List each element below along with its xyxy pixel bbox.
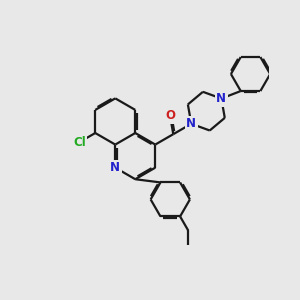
Text: N: N (110, 161, 120, 174)
Text: N: N (216, 92, 226, 105)
Text: Cl: Cl (73, 136, 85, 149)
Text: N: N (186, 117, 196, 130)
Text: O: O (165, 110, 175, 122)
